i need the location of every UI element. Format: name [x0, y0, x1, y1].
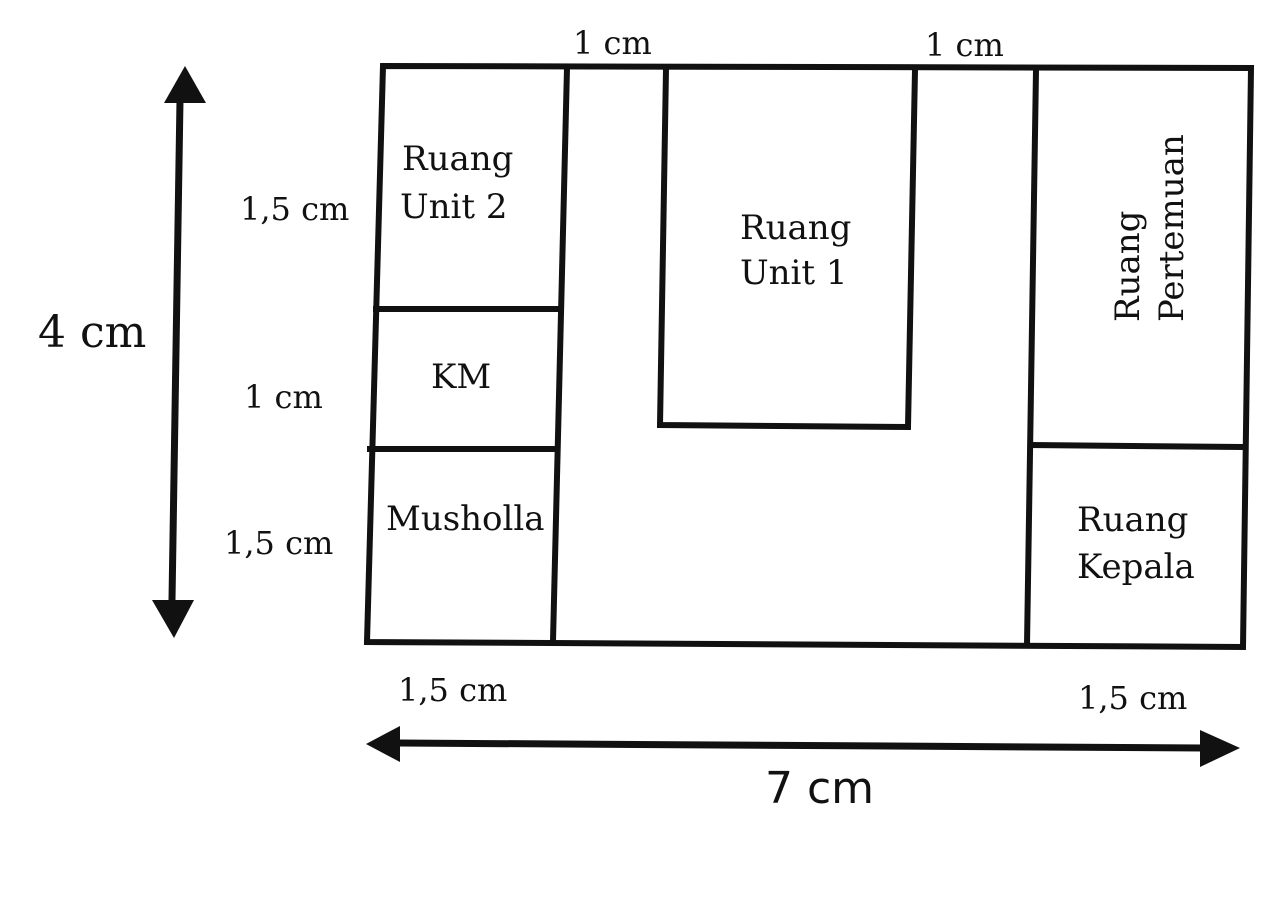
room-label-km: KM [431, 357, 491, 397]
wall-left-column [549, 64, 571, 645]
dimension-total-height: 4 cm [38, 307, 146, 358]
wall-unit1 [656, 65, 919, 431]
height-arrow-shaft [168, 99, 184, 601]
room-label-musholla: Musholla [386, 499, 545, 539]
width-arrow-head-left [366, 726, 400, 762]
room-label-kepala-line2: Kepala [1077, 547, 1195, 587]
width-arrow-head-right [1200, 730, 1240, 767]
height-arrow-head-bottom [152, 600, 194, 638]
room-label-kepala-line1: Ruang [1077, 500, 1188, 540]
room-label-unit2-line1: Ruang [402, 139, 513, 179]
wall-right-column [1023, 66, 1040, 649]
room-label-pertemuan-line1: Ruang [1108, 211, 1148, 322]
width-arrow [366, 726, 1240, 767]
room-label-unit1-line1: Ruang [740, 208, 851, 248]
dimension-left-unit2: 1,5 cm [240, 190, 349, 228]
dimension-top-right: 1 cm [925, 26, 1004, 64]
dimension-left-musholla: 1,5 cm [224, 524, 333, 562]
room-label-unit1-line2: Unit 1 [740, 253, 848, 293]
wall-pertemuan-kepala [1027, 441, 1244, 451]
dimension-bottom-right: 1,5 cm [1078, 679, 1187, 717]
dimension-left-km: 1 cm [244, 378, 323, 416]
height-arrow [152, 66, 206, 638]
dimension-bottom-left: 1,5 cm [398, 671, 507, 709]
room-label-pertemuan-line2: Pertemuan [1152, 134, 1192, 322]
dimension-top-left: 1 cm [573, 24, 652, 62]
width-arrow-shaft [397, 739, 1204, 752]
height-arrow-head-top [164, 66, 206, 103]
room-label-unit2-line2: Unit 2 [400, 187, 508, 227]
dimension-total-width: 7 cm [765, 763, 874, 814]
